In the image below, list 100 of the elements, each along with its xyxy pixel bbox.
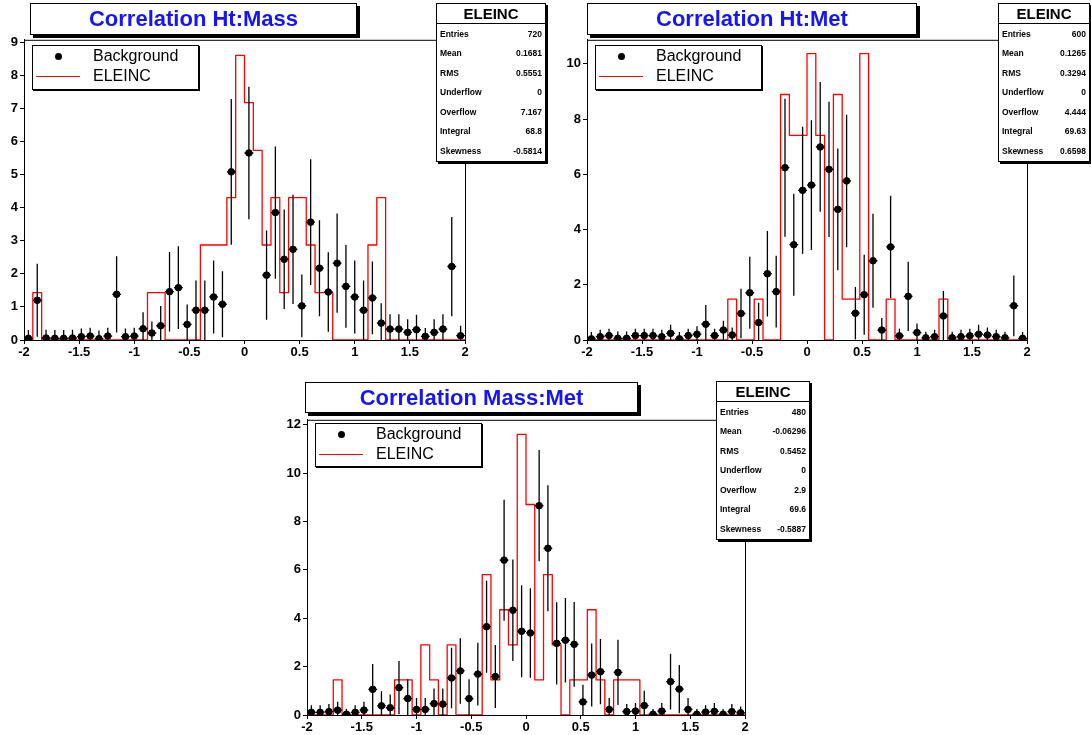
y-tick-label: 8 <box>573 110 581 126</box>
text: 0 <box>801 465 806 476</box>
annotation: RMS <box>1002 67 1021 78</box>
text: 69.6 <box>789 504 806 515</box>
x-tick-label: -2 <box>301 719 313 735</box>
text: 0.3294 <box>1060 67 1086 78</box>
annotation: Integral <box>440 126 471 137</box>
chart-title: Correlation Ht:Met <box>587 3 917 35</box>
y-tick-label: 6 <box>10 132 18 148</box>
text: 720 <box>527 28 542 39</box>
y-tick-label: 10 <box>566 55 581 71</box>
y-tick-label: 2 <box>10 265 18 281</box>
x-tick-label: -0.5 <box>740 344 764 360</box>
y-tick-label: 3 <box>10 232 18 248</box>
text: 69.63 <box>1064 126 1086 137</box>
y-tick-label: 8 <box>10 66 18 82</box>
x-tick-label: -2 <box>18 344 30 360</box>
legend-label: ELEINC <box>93 67 151 85</box>
x-tick-label: 0 <box>240 344 249 360</box>
annotation: Mean <box>720 426 742 437</box>
annotation: Underflow <box>720 465 762 476</box>
text: -0.06296 <box>772 426 806 437</box>
text: 480 <box>791 406 806 417</box>
text: 68.8 <box>525 126 542 137</box>
text: 7.167 <box>520 106 542 117</box>
annotation: Integral <box>720 504 751 515</box>
x-tick-label: 0 <box>522 719 530 735</box>
y-tick-label: 1 <box>10 298 18 314</box>
x-tick-label: 1.5 <box>400 344 419 360</box>
y-tick-label: 6 <box>573 165 581 181</box>
legend-label: ELEINC <box>656 67 714 85</box>
text: Entries <box>1002 28 1031 39</box>
annotation: Mean <box>1002 48 1024 59</box>
text: ELEINC <box>717 382 809 402</box>
y-tick-label: 0 <box>573 331 581 347</box>
x-tick-label: -1 <box>410 719 423 735</box>
text: ELEINC <box>999 4 1089 24</box>
y-tick-label: 4 <box>10 199 19 215</box>
y-tick-label: 9 <box>10 33 18 49</box>
x-tick-label: -1.5 <box>67 344 91 360</box>
x-tick-label: 2 <box>461 344 469 360</box>
text: Entries <box>440 28 469 39</box>
text: 600 <box>1071 28 1086 39</box>
annotation: Overflow <box>440 106 477 117</box>
text: 0.1265 <box>1060 48 1086 59</box>
y-tick-label: 2 <box>293 658 301 674</box>
x-tick-label: 1.5 <box>962 344 982 360</box>
x-tick-label: 0.5 <box>852 344 872 360</box>
annotation: Mean <box>440 48 462 59</box>
x-tick-label: 1 <box>631 719 640 735</box>
annotation: RMS <box>720 445 739 456</box>
text: 0.5452 <box>780 445 806 456</box>
y-tick-label: 10 <box>286 464 301 480</box>
x-tick-label: 1 <box>351 344 359 360</box>
text: -0.5887 <box>777 523 806 534</box>
annotation: Skewness <box>1002 145 1044 156</box>
legend-label: Background <box>93 47 179 65</box>
y-tick-label: 6 <box>293 561 301 577</box>
text: 0 <box>1081 87 1086 98</box>
text: Entries <box>720 406 749 417</box>
text: 0.5551 <box>516 67 542 78</box>
x-tick-label: 2 <box>741 719 749 735</box>
chart-title: Correlation Mass:Met <box>305 382 638 413</box>
legend-label: Background <box>376 425 462 443</box>
y-tick-label: 4 <box>573 221 582 237</box>
x-tick-label: 1 <box>913 344 921 360</box>
annotation: RMS <box>440 67 459 78</box>
x-tick-label: -1.5 <box>630 344 654 360</box>
y-tick-label: 2 <box>573 276 581 292</box>
text: 0.1681 <box>516 48 542 59</box>
y-tick-label: 0 <box>293 706 301 722</box>
text: 0.6598 <box>1060 145 1086 156</box>
x-tick-label: -1.5 <box>350 719 373 735</box>
text: 2.9 <box>794 484 806 495</box>
y-tick-label: 4 <box>293 609 302 625</box>
y-tick-label: 7 <box>10 99 18 115</box>
y-tick-label: 0 <box>10 331 18 347</box>
y-tick-label: 5 <box>10 166 18 182</box>
annotation: Overflow <box>720 484 757 495</box>
chart-title: Correlation Ht:Mass <box>30 3 357 35</box>
y-tick-label: 8 <box>293 513 301 528</box>
text: -0.5814 <box>513 145 542 156</box>
x-tick-label: 1.5 <box>681 719 700 735</box>
x-tick-label: -2 <box>581 344 593 360</box>
y-tick-label: 12 <box>286 416 301 432</box>
x-tick-label: 0.5 <box>290 344 309 360</box>
text: ELEINC <box>437 4 545 24</box>
legend-label: Background <box>656 47 742 65</box>
text: 0 <box>537 87 542 98</box>
legend-label: ELEINC <box>376 445 434 463</box>
text: 4.444 <box>1064 106 1086 117</box>
x-tick-label: -0.5 <box>460 719 483 735</box>
x-tick-label: 0.5 <box>571 719 590 735</box>
x-tick-label: 0 <box>803 344 811 360</box>
annotation: Integral <box>1002 126 1033 137</box>
annotation: Underflow <box>440 87 482 98</box>
annotation: Skewness <box>440 145 482 156</box>
annotation: Skewness <box>720 523 762 534</box>
x-tick-label: 2 <box>1023 344 1031 360</box>
x-tick-label: -1 <box>128 344 141 360</box>
